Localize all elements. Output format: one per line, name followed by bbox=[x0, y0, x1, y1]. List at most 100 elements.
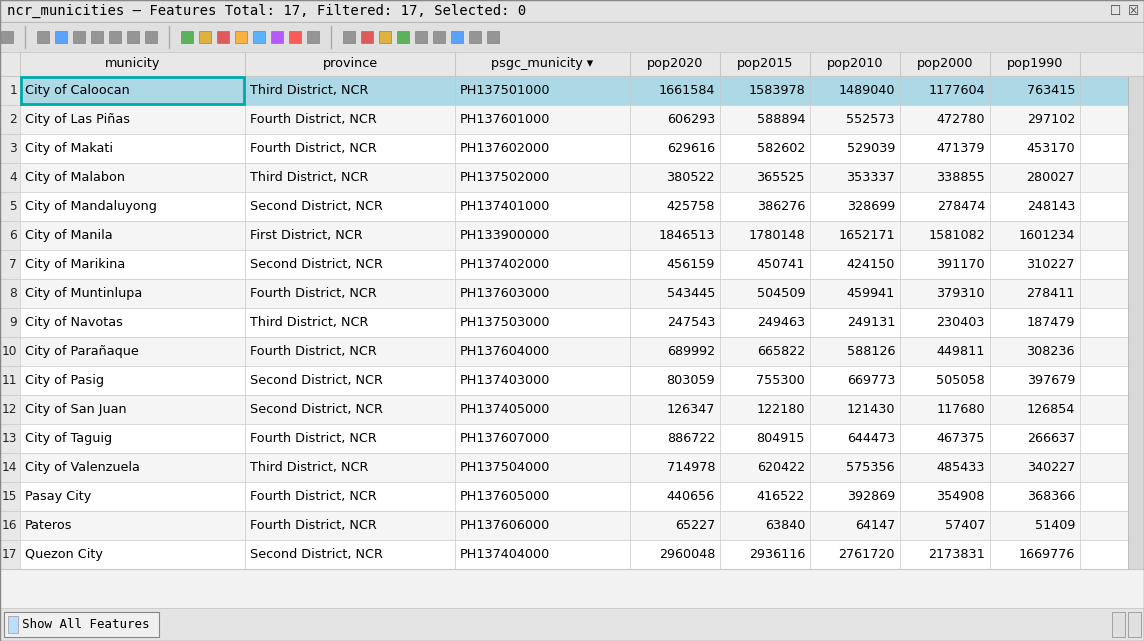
Text: 51409: 51409 bbox=[1034, 519, 1075, 532]
Text: City of Marikina: City of Marikina bbox=[25, 258, 125, 271]
Text: 886722: 886722 bbox=[667, 432, 715, 445]
Bar bbox=[0, 163, 1144, 192]
Text: 2761720: 2761720 bbox=[839, 548, 895, 561]
Text: 9: 9 bbox=[9, 316, 17, 329]
Text: City of Valenzuela: City of Valenzuela bbox=[25, 461, 140, 474]
Text: 14: 14 bbox=[1, 461, 17, 474]
Text: 278474: 278474 bbox=[937, 200, 985, 213]
Text: 353337: 353337 bbox=[847, 171, 895, 184]
Text: Fourth District, NCR: Fourth District, NCR bbox=[251, 287, 376, 300]
Text: 804915: 804915 bbox=[756, 432, 805, 445]
Bar bbox=[0, 221, 1144, 250]
Text: 64147: 64147 bbox=[855, 519, 895, 532]
Text: 449811: 449811 bbox=[937, 345, 985, 358]
Text: 543445: 543445 bbox=[667, 287, 715, 300]
Bar bbox=[0, 279, 1144, 308]
Text: 1583978: 1583978 bbox=[748, 84, 805, 97]
Text: 456159: 456159 bbox=[667, 258, 715, 271]
Text: 504509: 504509 bbox=[756, 287, 805, 300]
Text: 2: 2 bbox=[9, 113, 17, 126]
Text: pop2000: pop2000 bbox=[916, 58, 974, 71]
Text: pop2020: pop2020 bbox=[646, 58, 704, 71]
Text: 12: 12 bbox=[1, 403, 17, 416]
Text: 485433: 485433 bbox=[937, 461, 985, 474]
Bar bbox=[0, 308, 19, 337]
Bar bbox=[0, 134, 19, 163]
Bar bbox=[487, 31, 499, 43]
Text: City of Mandaluyong: City of Mandaluyong bbox=[25, 200, 157, 213]
Bar bbox=[8, 616, 18, 633]
Text: 11: 11 bbox=[1, 374, 17, 387]
Bar bbox=[0, 366, 1144, 395]
Bar bbox=[289, 31, 301, 43]
Text: 380522: 380522 bbox=[667, 171, 715, 184]
Text: City of San Juan: City of San Juan bbox=[25, 403, 127, 416]
Text: 266637: 266637 bbox=[1027, 432, 1075, 445]
Bar bbox=[0, 105, 1144, 134]
Text: 65227: 65227 bbox=[675, 519, 715, 532]
Text: 582602: 582602 bbox=[756, 142, 805, 155]
Bar bbox=[1128, 76, 1144, 569]
Bar bbox=[235, 31, 247, 43]
Text: PH137405000: PH137405000 bbox=[460, 403, 550, 416]
Text: Second District, NCR: Second District, NCR bbox=[251, 258, 383, 271]
Text: 588894: 588894 bbox=[756, 113, 805, 126]
Bar bbox=[37, 31, 49, 43]
Text: ncr_municities – Features Total: 17, Filtered: 17, Selected: 0: ncr_municities – Features Total: 17, Fil… bbox=[7, 4, 526, 18]
Bar bbox=[0, 52, 1144, 76]
Bar bbox=[0, 511, 1144, 540]
Text: 1661584: 1661584 bbox=[659, 84, 715, 97]
Text: 126347: 126347 bbox=[667, 403, 715, 416]
Text: 386276: 386276 bbox=[756, 200, 805, 213]
Bar bbox=[271, 31, 283, 43]
Text: Fourth District, NCR: Fourth District, NCR bbox=[251, 113, 376, 126]
Text: psgc_municity ▾: psgc_municity ▾ bbox=[492, 58, 594, 71]
Bar bbox=[469, 31, 480, 43]
Text: 328699: 328699 bbox=[847, 200, 895, 213]
Text: PH137403000: PH137403000 bbox=[460, 374, 550, 387]
Text: City of Navotas: City of Navotas bbox=[25, 316, 122, 329]
Text: pop2015: pop2015 bbox=[737, 58, 793, 71]
Bar bbox=[0, 540, 19, 569]
Bar bbox=[415, 31, 427, 43]
Bar bbox=[451, 31, 463, 43]
Bar bbox=[0, 134, 1144, 163]
Text: 472780: 472780 bbox=[937, 113, 985, 126]
Bar bbox=[343, 31, 355, 43]
Text: 391170: 391170 bbox=[937, 258, 985, 271]
Bar bbox=[0, 424, 19, 453]
Text: Third District, NCR: Third District, NCR bbox=[251, 171, 368, 184]
Text: City of Makati: City of Makati bbox=[25, 142, 113, 155]
Text: PH137503000: PH137503000 bbox=[460, 316, 550, 329]
Text: 354908: 354908 bbox=[937, 490, 985, 503]
Text: 249463: 249463 bbox=[757, 316, 805, 329]
Bar bbox=[0, 308, 1144, 337]
Text: PH133900000: PH133900000 bbox=[460, 229, 550, 242]
Text: 10: 10 bbox=[1, 345, 17, 358]
Text: province: province bbox=[323, 58, 378, 71]
Text: 6: 6 bbox=[9, 229, 17, 242]
Text: 669773: 669773 bbox=[847, 374, 895, 387]
Bar bbox=[0, 250, 1144, 279]
Bar bbox=[0, 337, 1144, 366]
Text: PH137402000: PH137402000 bbox=[460, 258, 550, 271]
Text: ☒: ☒ bbox=[1128, 4, 1139, 17]
Text: Show All Features: Show All Features bbox=[22, 618, 150, 631]
Bar bbox=[0, 366, 19, 395]
Text: PH137404000: PH137404000 bbox=[460, 548, 550, 561]
Text: City of Caloocan: City of Caloocan bbox=[25, 84, 129, 97]
Text: PH137601000: PH137601000 bbox=[460, 113, 550, 126]
Text: 247543: 247543 bbox=[667, 316, 715, 329]
Text: 187479: 187479 bbox=[1026, 316, 1075, 329]
Text: 803059: 803059 bbox=[666, 374, 715, 387]
Text: 278411: 278411 bbox=[1026, 287, 1075, 300]
Text: 310227: 310227 bbox=[1026, 258, 1075, 271]
Text: 117680: 117680 bbox=[937, 403, 985, 416]
Text: 453170: 453170 bbox=[1026, 142, 1075, 155]
Text: 471379: 471379 bbox=[937, 142, 985, 155]
Bar bbox=[0, 76, 19, 105]
Bar bbox=[0, 221, 19, 250]
Text: Third District, NCR: Third District, NCR bbox=[251, 84, 368, 97]
Text: 440656: 440656 bbox=[667, 490, 715, 503]
Bar bbox=[21, 77, 244, 104]
